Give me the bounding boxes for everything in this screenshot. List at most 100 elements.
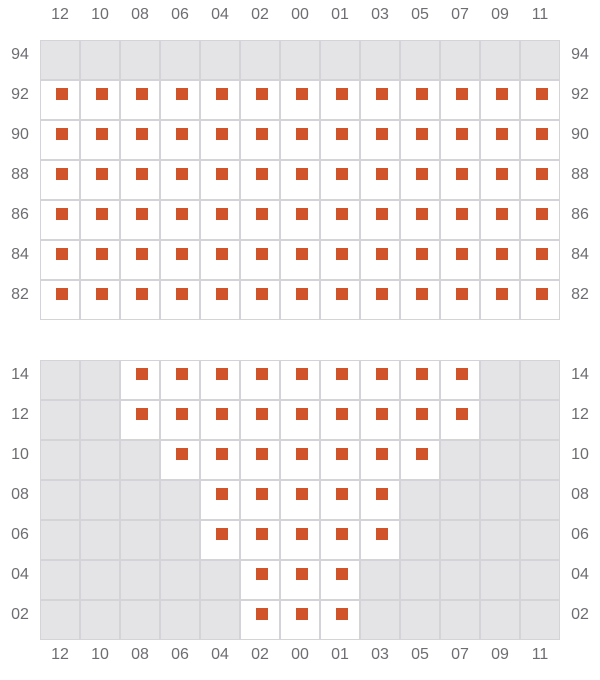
seat-marker-icon[interactable] xyxy=(296,368,308,380)
seat-marker-icon[interactable] xyxy=(216,448,228,460)
seat-marker-icon[interactable] xyxy=(536,128,548,140)
seat-marker-icon[interactable] xyxy=(336,128,348,140)
seat-available[interactable] xyxy=(440,200,480,240)
seat-available[interactable] xyxy=(480,240,520,280)
seat-available[interactable] xyxy=(160,160,200,200)
seat-available[interactable] xyxy=(80,240,120,280)
seat-marker-icon[interactable] xyxy=(456,88,468,100)
seat-available[interactable] xyxy=(280,560,320,600)
seat-marker-icon[interactable] xyxy=(376,168,388,180)
seat-marker-icon[interactable] xyxy=(456,168,468,180)
seat-marker-icon[interactable] xyxy=(336,488,348,500)
seat-marker-icon[interactable] xyxy=(456,288,468,300)
seat-available[interactable] xyxy=(240,80,280,120)
seat-marker-icon[interactable] xyxy=(536,288,548,300)
seat-marker-icon[interactable] xyxy=(176,368,188,380)
seat-marker-icon[interactable] xyxy=(416,128,428,140)
seat-marker-icon[interactable] xyxy=(376,488,388,500)
seat-marker-icon[interactable] xyxy=(336,248,348,260)
seat-marker-icon[interactable] xyxy=(336,608,348,620)
seat-marker-icon[interactable] xyxy=(136,248,148,260)
seat-available[interactable] xyxy=(120,120,160,160)
seat-available[interactable] xyxy=(520,160,560,200)
seat-marker-icon[interactable] xyxy=(416,408,428,420)
seat-marker-icon[interactable] xyxy=(96,128,108,140)
seat-marker-icon[interactable] xyxy=(416,288,428,300)
seat-available[interactable] xyxy=(240,560,280,600)
seat-available[interactable] xyxy=(80,200,120,240)
seat-available[interactable] xyxy=(480,80,520,120)
seat-marker-icon[interactable] xyxy=(416,208,428,220)
seat-marker-icon[interactable] xyxy=(416,248,428,260)
seat-available[interactable] xyxy=(120,160,160,200)
seat-marker-icon[interactable] xyxy=(96,208,108,220)
seat-available[interactable] xyxy=(280,240,320,280)
seat-available[interactable] xyxy=(280,160,320,200)
seat-available[interactable] xyxy=(200,240,240,280)
seat-available[interactable] xyxy=(200,120,240,160)
seat-marker-icon[interactable] xyxy=(136,208,148,220)
seat-available[interactable] xyxy=(160,280,200,320)
seat-marker-icon[interactable] xyxy=(296,528,308,540)
seat-available[interactable] xyxy=(280,400,320,440)
seat-marker-icon[interactable] xyxy=(256,168,268,180)
seat-marker-icon[interactable] xyxy=(216,168,228,180)
seat-marker-icon[interactable] xyxy=(136,128,148,140)
seat-available[interactable] xyxy=(80,280,120,320)
seat-available[interactable] xyxy=(320,200,360,240)
seat-marker-icon[interactable] xyxy=(216,528,228,540)
seat-marker-icon[interactable] xyxy=(216,208,228,220)
seat-available[interactable] xyxy=(320,360,360,400)
seat-available[interactable] xyxy=(440,160,480,200)
seat-available[interactable] xyxy=(40,200,80,240)
seat-marker-icon[interactable] xyxy=(256,208,268,220)
seat-marker-icon[interactable] xyxy=(96,168,108,180)
seat-marker-icon[interactable] xyxy=(376,448,388,460)
seat-marker-icon[interactable] xyxy=(376,88,388,100)
seat-marker-icon[interactable] xyxy=(136,168,148,180)
seat-marker-icon[interactable] xyxy=(256,608,268,620)
seat-available[interactable] xyxy=(120,360,160,400)
seat-marker-icon[interactable] xyxy=(296,248,308,260)
seat-available[interactable] xyxy=(480,120,520,160)
seat-marker-icon[interactable] xyxy=(216,488,228,500)
seat-available[interactable] xyxy=(280,520,320,560)
seat-marker-icon[interactable] xyxy=(296,568,308,580)
seat-available[interactable] xyxy=(400,200,440,240)
seat-available[interactable] xyxy=(120,200,160,240)
seat-marker-icon[interactable] xyxy=(416,88,428,100)
seat-available[interactable] xyxy=(520,80,560,120)
seat-available[interactable] xyxy=(240,120,280,160)
seat-available[interactable] xyxy=(240,200,280,240)
seat-available[interactable] xyxy=(360,360,400,400)
seat-marker-icon[interactable] xyxy=(256,408,268,420)
seat-marker-icon[interactable] xyxy=(376,368,388,380)
seat-available[interactable] xyxy=(200,360,240,400)
seat-available[interactable] xyxy=(40,80,80,120)
seat-available[interactable] xyxy=(160,120,200,160)
seat-available[interactable] xyxy=(480,200,520,240)
seat-available[interactable] xyxy=(120,280,160,320)
seat-marker-icon[interactable] xyxy=(456,408,468,420)
seat-available[interactable] xyxy=(400,400,440,440)
seat-marker-icon[interactable] xyxy=(456,368,468,380)
seat-available[interactable] xyxy=(320,280,360,320)
seat-marker-icon[interactable] xyxy=(136,408,148,420)
seat-marker-icon[interactable] xyxy=(536,208,548,220)
seat-marker-icon[interactable] xyxy=(176,88,188,100)
seat-marker-icon[interactable] xyxy=(256,448,268,460)
seat-available[interactable] xyxy=(360,440,400,480)
seat-available[interactable] xyxy=(280,480,320,520)
seat-available[interactable] xyxy=(360,480,400,520)
seat-marker-icon[interactable] xyxy=(56,288,68,300)
seat-marker-icon[interactable] xyxy=(336,368,348,380)
seat-available[interactable] xyxy=(320,440,360,480)
seat-available[interactable] xyxy=(360,400,400,440)
seat-available[interactable] xyxy=(240,360,280,400)
seat-available[interactable] xyxy=(440,360,480,400)
seat-available[interactable] xyxy=(320,600,360,640)
seat-marker-icon[interactable] xyxy=(216,128,228,140)
seat-marker-icon[interactable] xyxy=(256,288,268,300)
seat-available[interactable] xyxy=(320,160,360,200)
seat-marker-icon[interactable] xyxy=(256,88,268,100)
